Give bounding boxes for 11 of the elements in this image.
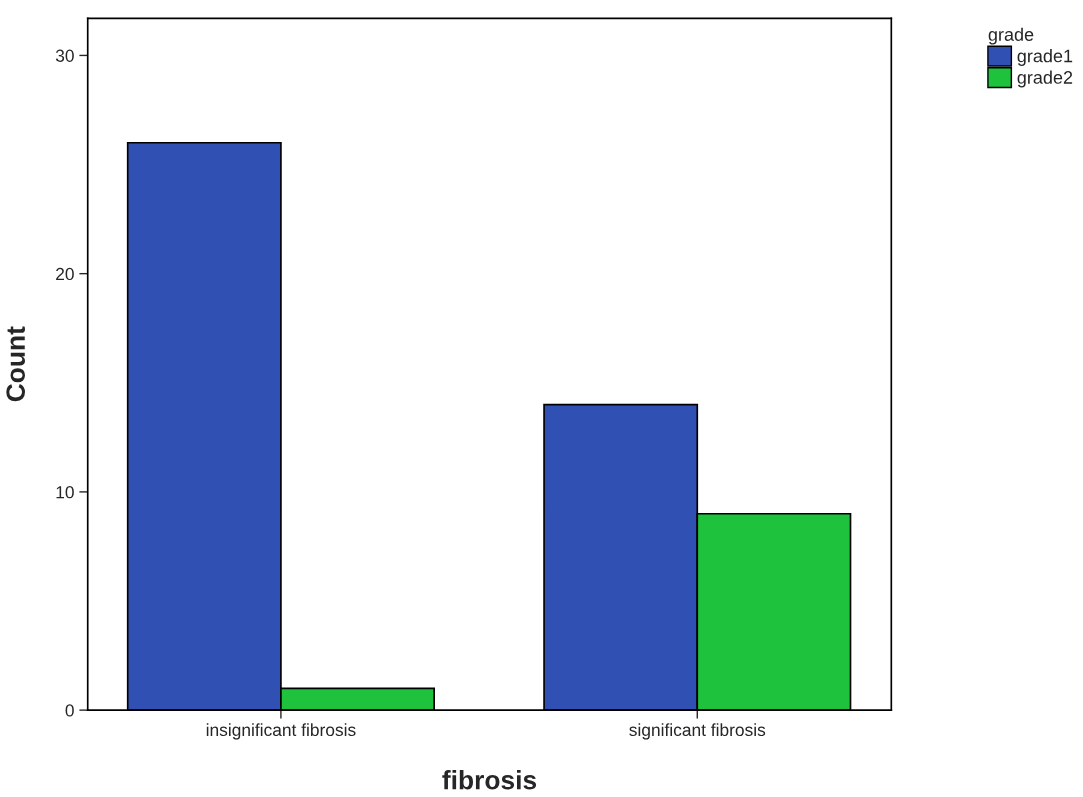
x-tick-label: insignificant fibrosis (206, 723, 356, 740)
x-tick-label: significant fibrosis (629, 723, 766, 740)
x-axis-title: fibrosis (442, 770, 537, 790)
legend-label: grade1 (1017, 49, 1073, 66)
legend-title: grade (988, 27, 1034, 45)
y-tick-label: 0 (65, 704, 74, 717)
legend-label: grade2 (1017, 70, 1073, 88)
y-axis-title: Count (6, 326, 25, 402)
y-tick-label: 10 (56, 486, 74, 499)
y-tick-label: 30 (55, 49, 74, 62)
y-tick-label: 20 (56, 267, 74, 281)
